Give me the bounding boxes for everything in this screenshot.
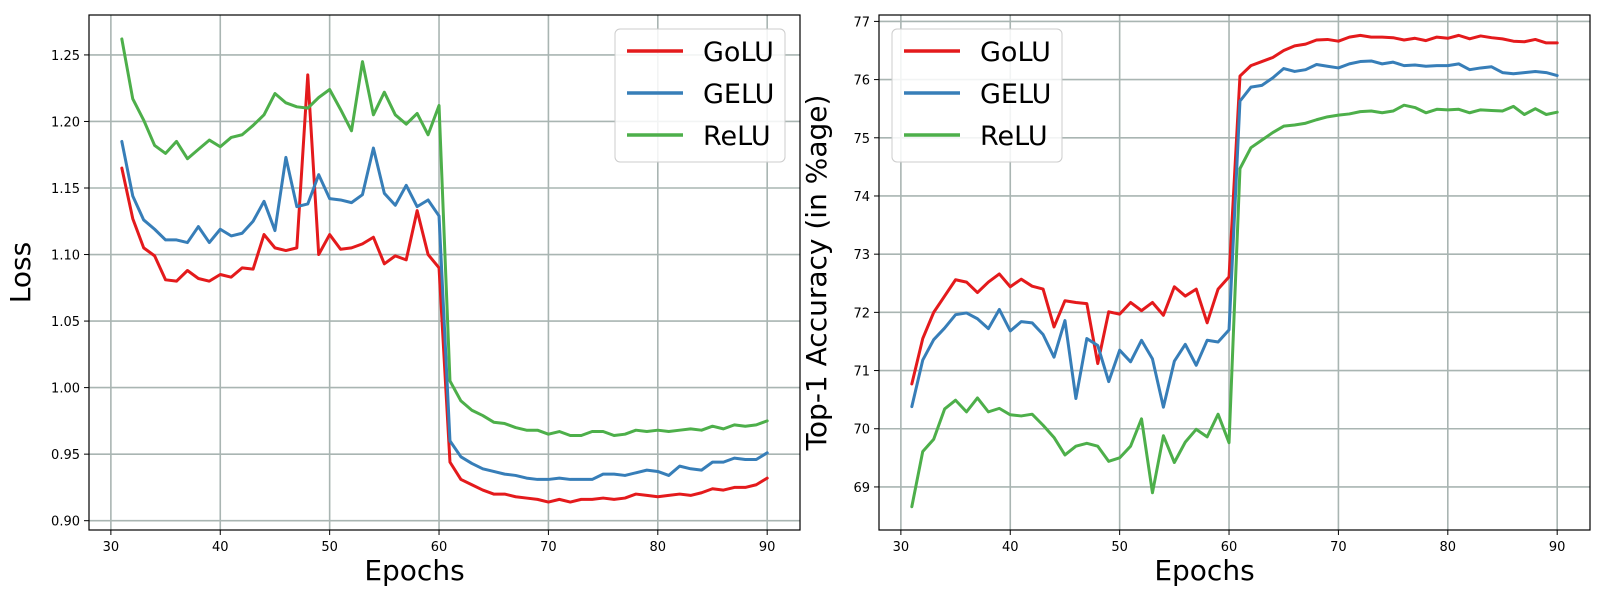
- x-tick-label: 30: [893, 540, 910, 555]
- legend-label-golu: GoLU: [980, 37, 1051, 68]
- legend: GoLU GELU ReLU: [891, 28, 1063, 163]
- y-axis-title: Loss: [4, 242, 37, 303]
- legend: GoLU GELU ReLU: [614, 28, 786, 163]
- x-tick-label: 90: [759, 540, 776, 555]
- x-tick-label: 40: [212, 540, 229, 555]
- y-tick-label: 70: [853, 423, 870, 438]
- legend-label-gelu: GELU: [980, 79, 1051, 110]
- y-axis-title: Top-1 Accuracy (in %age): [800, 95, 833, 452]
- legend-label-relu: ReLU: [703, 121, 771, 152]
- series-line-relu: [910, 103, 1559, 509]
- chart-panel-2: 30 40 50 60 70 80 90 69 70 71 72 73 74 75 76 77 Epochs To…: [800, 14, 1591, 587]
- x-axis-title: Epochs: [364, 554, 464, 587]
- x-tick-label: 60: [431, 540, 448, 555]
- y-tick-label: 71: [853, 365, 870, 380]
- series-line-gelu: [120, 139, 769, 481]
- x-tick-label: 90: [1549, 540, 1566, 555]
- x-tick-label: 70: [540, 540, 557, 555]
- x-tick-label: 70: [1330, 540, 1347, 555]
- legend-box: [891, 28, 1063, 163]
- y-tick-label: 1.15: [51, 182, 80, 197]
- x-tick-label: 50: [321, 540, 338, 555]
- y-tick-label: 69: [853, 481, 870, 496]
- plot-frame: [88, 14, 801, 531]
- x-tick-label: 80: [1440, 540, 1457, 555]
- y-tick-label: 73: [853, 248, 870, 263]
- series-line-golu: [910, 33, 1559, 386]
- y-tick-label: 74: [853, 190, 870, 205]
- y-tick-label: 1.05: [51, 315, 80, 330]
- series-line-relu: [120, 37, 769, 438]
- y-tick-label: 72: [853, 306, 870, 321]
- plot-frame: [878, 14, 1591, 531]
- y-tick-label: 1.25: [51, 49, 80, 64]
- legend-label-golu: GoLU: [703, 37, 774, 68]
- x-tick-label: 50: [1111, 540, 1128, 555]
- legend-label-gelu: GELU: [703, 79, 774, 110]
- y-tick-label: 0.90: [51, 515, 80, 530]
- y-tick-label: 1.20: [51, 115, 80, 130]
- x-tick-label: 60: [1221, 540, 1238, 555]
- chart-panel-1: 30 40 50 60 70 80 90 0.90 0.95 1.00 1.05 1.10 1.15 1.…: [4, 14, 801, 587]
- series-line-golu: [120, 73, 769, 504]
- series-line-gelu: [910, 59, 1559, 409]
- y-tick-label: 77: [853, 15, 870, 30]
- y-tick-label: 76: [853, 74, 870, 89]
- y-tick-label: 75: [853, 132, 870, 147]
- x-tick-label: 40: [1002, 540, 1019, 555]
- legend-box: [614, 28, 786, 163]
- legend-label-relu: ReLU: [980, 121, 1048, 152]
- y-tick-label: 1.00: [51, 382, 80, 397]
- x-tick-label: 30: [103, 540, 120, 555]
- y-tick-label: 0.95: [51, 448, 80, 463]
- x-tick-label: 80: [650, 540, 667, 555]
- y-tick-label: 1.10: [51, 249, 80, 264]
- x-axis-title: Epochs: [1154, 554, 1254, 587]
